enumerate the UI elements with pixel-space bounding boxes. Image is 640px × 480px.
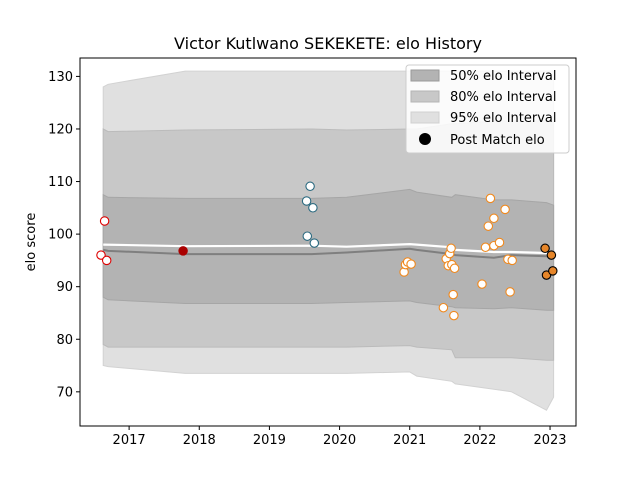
post-match-point (301, 196, 312, 206)
legend-label-95: 95% elo Interval (450, 111, 557, 126)
y-tick-label: 110 (48, 175, 73, 190)
legend-swatch-80 (410, 90, 440, 103)
legend-marker-post-match (419, 133, 431, 145)
post-match-point (448, 289, 458, 300)
post-match-point (178, 246, 188, 256)
post-match-point (489, 213, 499, 224)
y-axis-label: elo score (24, 213, 39, 272)
post-match-point (305, 181, 315, 192)
post-match-point (449, 310, 459, 321)
post-match-point (308, 203, 318, 213)
chart-title: Victor Kutlwano SEKEKETE: elo History (174, 34, 482, 53)
post-match-point (406, 259, 416, 269)
y-tick-label: 80 (56, 333, 73, 348)
x-tick-label: 2023 (533, 433, 566, 448)
post-match-point (438, 302, 449, 313)
x-tick-label: 2019 (253, 433, 286, 448)
legend-swatch-50 (410, 69, 440, 82)
post-match-point (449, 263, 460, 274)
post-match-point (540, 243, 550, 254)
y-tick-label: 130 (48, 70, 73, 85)
post-match-point (548, 266, 558, 276)
post-match-point (546, 250, 557, 260)
legend-label-post-match: Post Match elo (450, 133, 545, 148)
x-tick-label: 2017 (113, 433, 146, 448)
legend-label-50: 50% elo Interval (450, 69, 557, 84)
x-axis: 2017 2018 2019 2020 2021 2022 2023 (113, 426, 567, 448)
post-match-point (96, 250, 106, 260)
plot-frame (79, 57, 577, 427)
legend-label-80: 80% elo Interval (450, 90, 557, 105)
post-match-point (485, 193, 496, 204)
y-tick-label: 100 (48, 228, 73, 243)
y-axis: 70 80 90 100 110 120 130 (48, 70, 80, 400)
band-50 (102, 188, 555, 311)
post-match-point (483, 221, 494, 231)
legend-box (405, 64, 570, 154)
y-tick-label: 90 (56, 280, 73, 295)
x-tick-label: 2020 (323, 433, 356, 448)
post-match-point (101, 255, 112, 266)
post-match-point (494, 237, 505, 248)
y-tick-label: 120 (48, 122, 73, 137)
x-tick-label: 2021 (393, 433, 426, 448)
post-match-point (500, 204, 510, 215)
post-match-points (96, 181, 558, 321)
elo-interval-bands (102, 70, 555, 411)
x-tick-label: 2018 (183, 433, 216, 448)
post-match-point (477, 279, 487, 289)
post-match-point (507, 255, 517, 266)
post-match-point (302, 231, 313, 241)
x-tick-label: 2022 (463, 433, 496, 448)
mean-elo-line (103, 242, 554, 256)
post-match-point (99, 216, 110, 226)
post-match-point (480, 242, 491, 253)
legend-swatch-95 (410, 111, 440, 124)
post-match-point (505, 287, 515, 297)
legend: 50% elo Interval 80% elo Interval 95% el… (405, 64, 570, 154)
post-match-point (446, 243, 456, 254)
post-match-point (309, 238, 320, 248)
y-tick-label: 70 (56, 385, 73, 400)
